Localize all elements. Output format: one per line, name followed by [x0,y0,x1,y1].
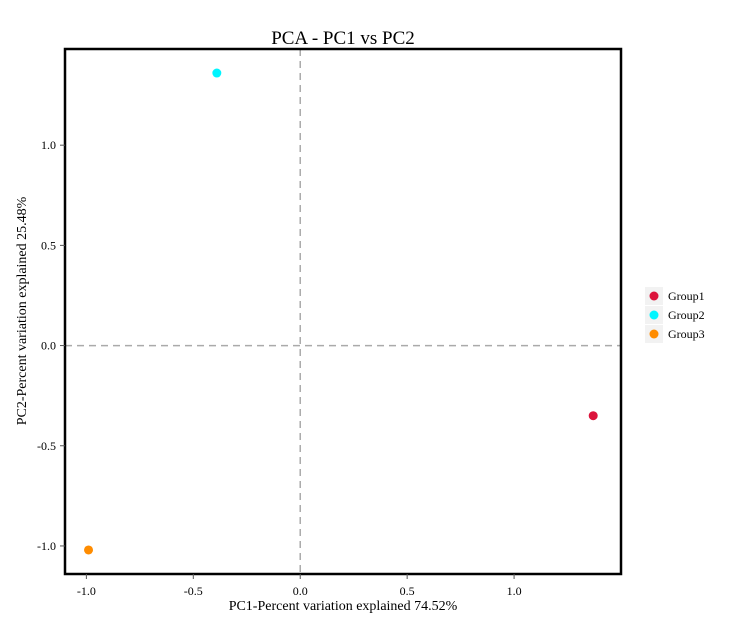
legend-marker [649,310,659,320]
data-point-group1 [588,411,598,421]
y-tick-label: -1.0 [37,539,56,553]
y-tick-label: 1.0 [41,138,56,152]
y-axis-label: PC2-Percent variation explained 25.48% [15,196,30,425]
legend-label: Group2 [668,308,705,322]
legend: Group1 Group2 Group3 [645,287,705,343]
data-point-group3 [84,545,94,555]
x-axis-label: PC1-Percent variation explained 74.52% [229,599,458,614]
legend-label: Group3 [668,327,705,341]
data-point-group2 [212,68,222,78]
x-tick-label: -1.0 [77,584,96,598]
y-tick-label: -0.5 [37,439,56,453]
y-tick-label: 0.0 [41,339,56,353]
data-points [84,68,598,555]
x-tick-label: 0.5 [400,584,415,598]
legend-label: Group1 [668,289,705,303]
y-tick-label: 0.5 [41,238,56,252]
x-tick-label: 0.0 [293,584,308,598]
x-tick-label: 1.0 [507,584,522,598]
plot-frame [63,47,623,576]
x-tick-label: -0.5 [184,584,203,598]
x-axis-ticks: -1.0 -0.5 0.0 0.5 1.0 [77,574,522,598]
chart-title: PCA - PC1 vs PC2 [271,28,415,49]
reference-lines [65,49,621,574]
legend-marker [649,329,659,339]
y-axis-ticks: -1.0 -0.5 0.0 0.5 1.0 [37,138,65,553]
legend-marker [649,291,659,301]
